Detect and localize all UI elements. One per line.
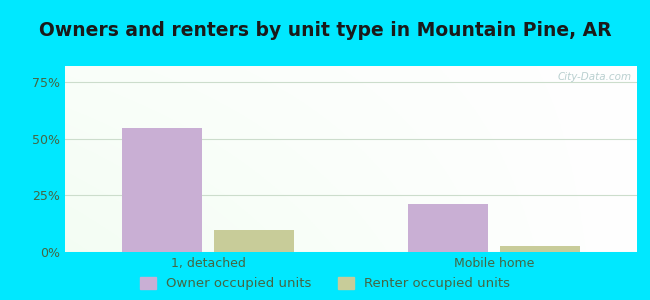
Legend: Owner occupied units, Renter occupied units: Owner occupied units, Renter occupied un… xyxy=(140,277,510,290)
Bar xyxy=(214,230,294,252)
Text: Owners and renters by unit type in Mountain Pine, AR: Owners and renters by unit type in Mount… xyxy=(39,21,611,40)
Text: City-Data.com: City-Data.com xyxy=(557,72,631,82)
Bar xyxy=(500,246,580,252)
Bar xyxy=(122,128,202,252)
Bar xyxy=(408,204,488,252)
